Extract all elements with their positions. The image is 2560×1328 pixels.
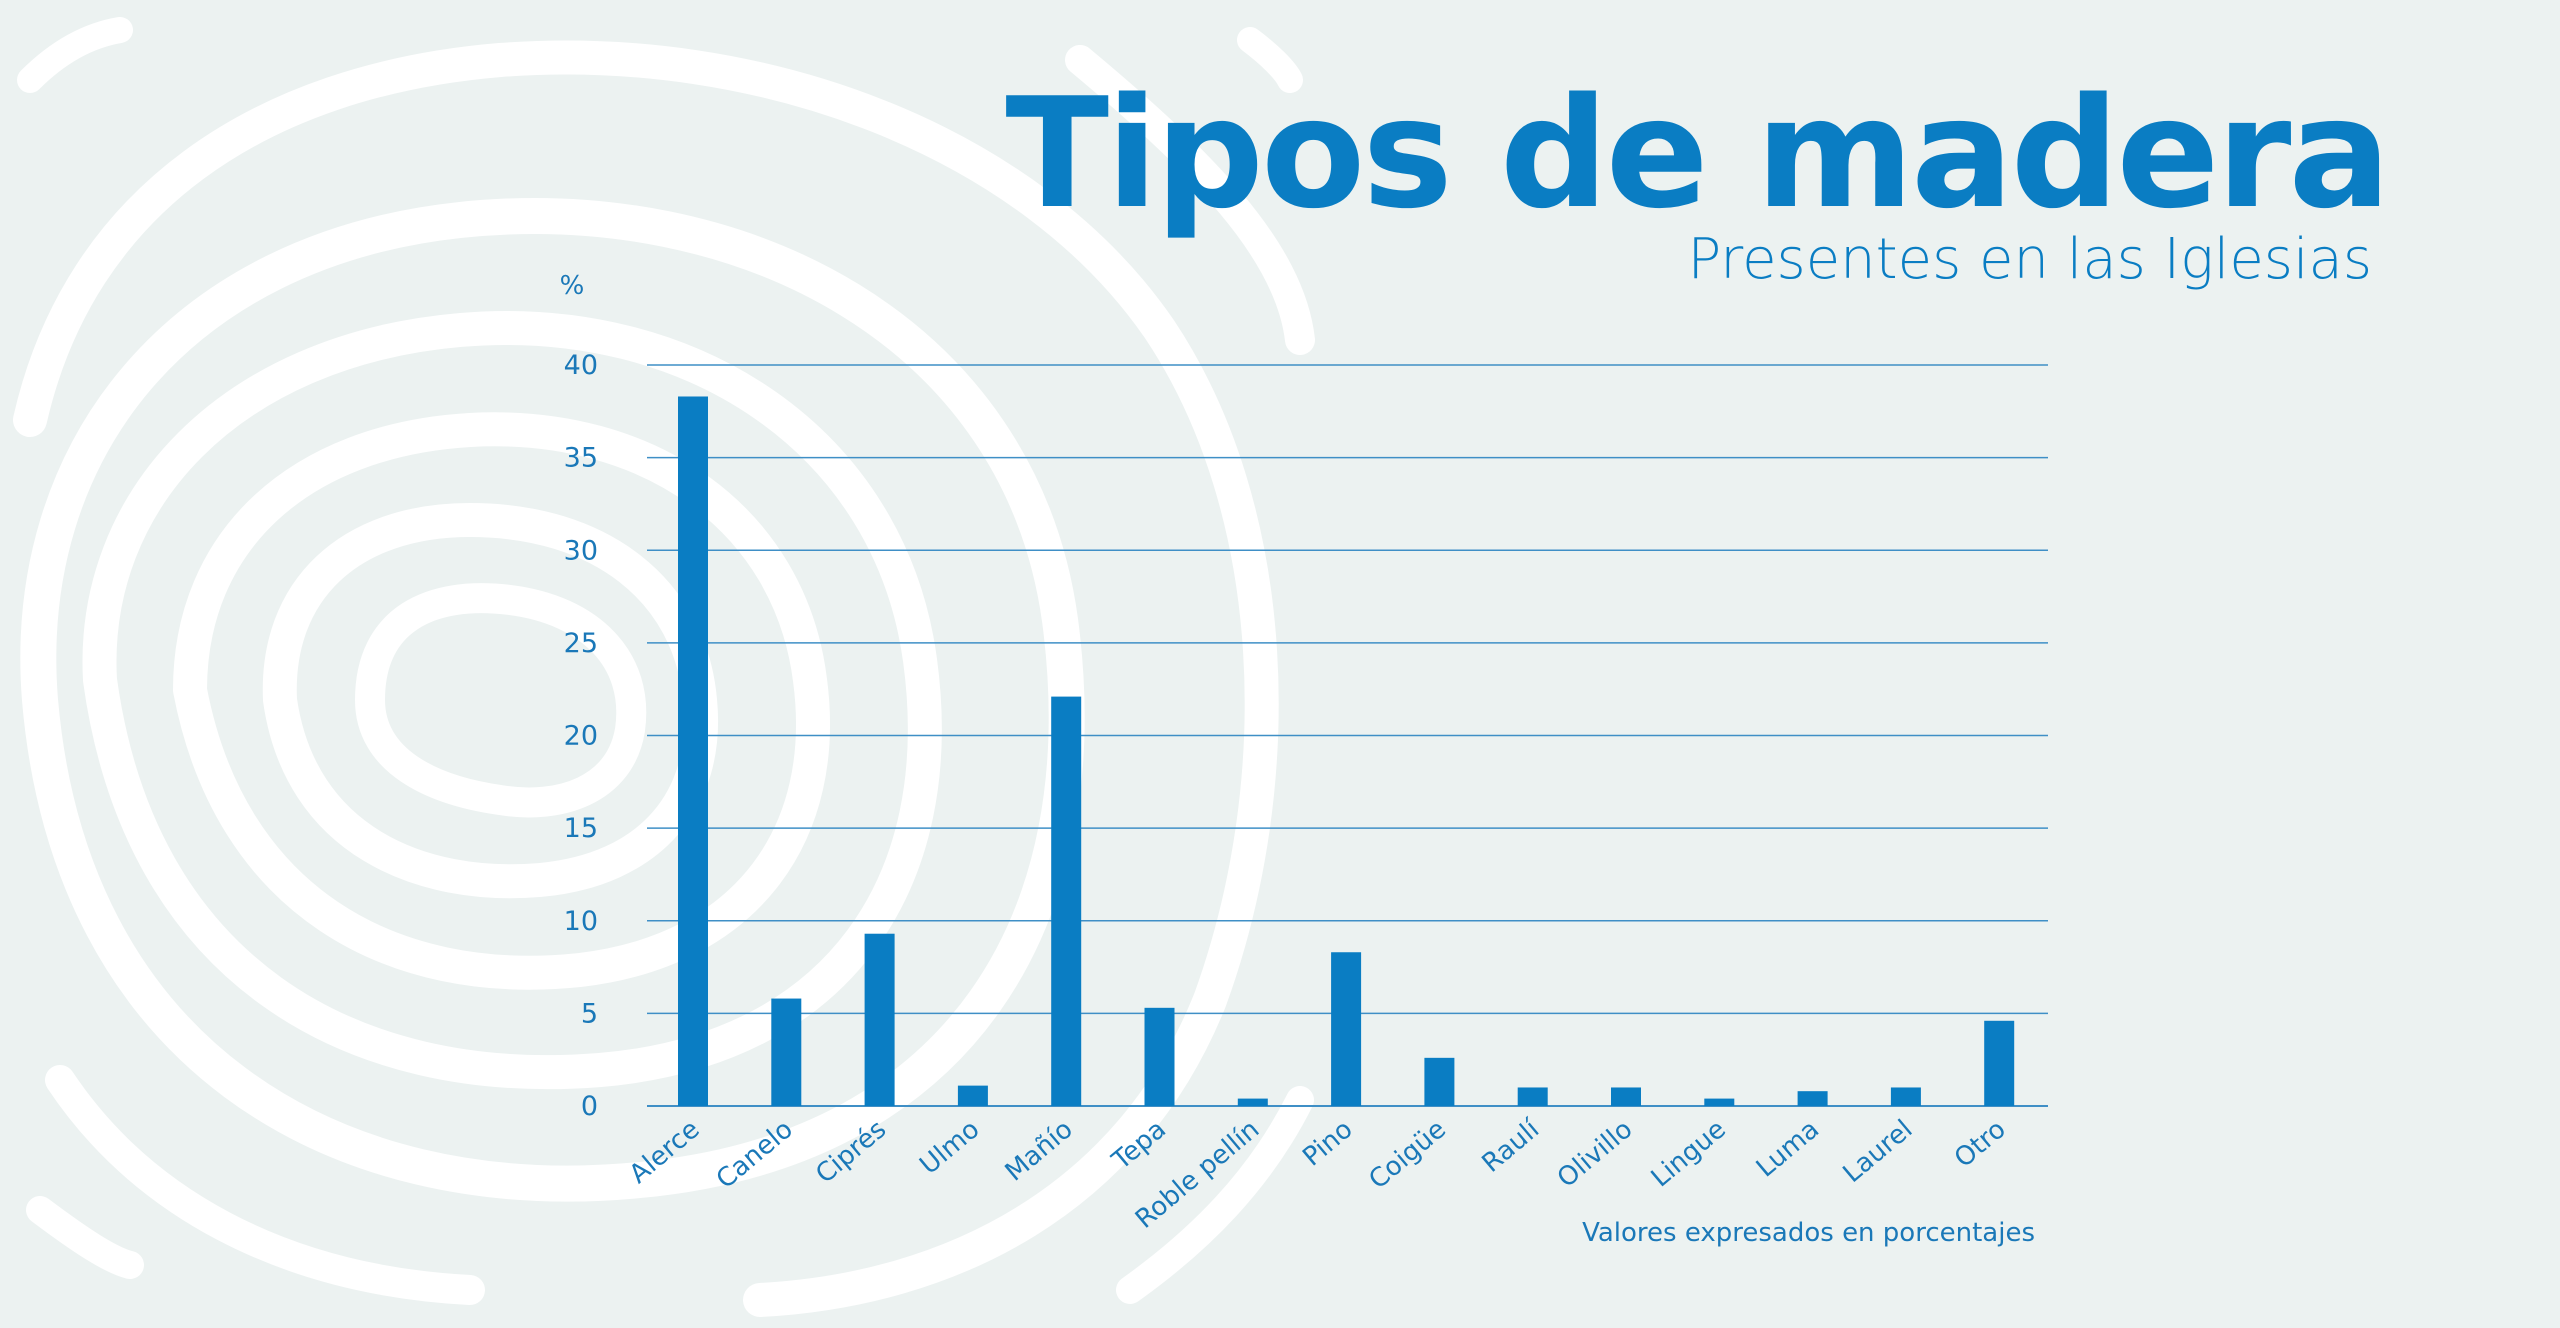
bar-ciprés	[864, 933, 895, 1106]
y-axis-unit-label: %	[560, 271, 585, 301]
x-tick-label: Luma	[1751, 1114, 1825, 1183]
y-tick-label: 10	[564, 906, 598, 937]
x-tick-label: Ulmo	[914, 1114, 985, 1180]
page-title: Tipos de madera	[1005, 65, 2391, 242]
x-tick-label: Coigüe	[1363, 1114, 1451, 1195]
y-tick-label: 40	[564, 350, 598, 381]
bar-canelo	[771, 998, 802, 1106]
bar-mañío	[1051, 696, 1082, 1106]
bar-alerce	[678, 396, 708, 1106]
x-tick-label: Mañío	[1000, 1114, 1079, 1187]
bar-luma	[1797, 1091, 1828, 1106]
x-tick-label: Raulí	[1477, 1114, 1546, 1179]
y-tick-label: 5	[581, 998, 598, 1029]
y-tick-label: 20	[564, 721, 598, 752]
page-subtitle: Presentes en las Iglesias	[1687, 227, 2373, 292]
y-axis-ticks: 0 5 10 15 20 25 30 35 40	[564, 350, 598, 1122]
x-tick-label: Olivillo	[1552, 1114, 1639, 1193]
bar-roble-pellín	[1237, 1098, 1268, 1106]
bar-lingue	[1704, 1098, 1735, 1106]
bar-tepa	[1144, 1007, 1175, 1106]
bar-ulmo	[957, 1085, 988, 1106]
bar-laurel	[1890, 1087, 1921, 1106]
x-tick-label: Ciprés	[810, 1114, 892, 1189]
x-tick-label: Tepa	[1106, 1114, 1172, 1176]
bars	[678, 396, 2015, 1106]
x-tick-label: Laurel	[1838, 1114, 1919, 1189]
bar-coigüe	[1424, 1057, 1455, 1106]
y-tick-label: 35	[564, 443, 598, 474]
y-tick-label: 25	[564, 628, 598, 659]
x-tick-label: Lingue	[1646, 1114, 1732, 1193]
x-tick-label: Alerce	[624, 1114, 706, 1189]
x-tick-label: Pino	[1297, 1114, 1358, 1172]
x-tick-label: Canelo	[711, 1114, 799, 1195]
bar-pino	[1331, 952, 1362, 1106]
footnote: Valores expresados en porcentajes	[1582, 1218, 2035, 1248]
y-tick-label: 0	[581, 1091, 598, 1122]
x-tick-label: Otro	[1949, 1114, 2012, 1173]
bar-raulí	[1517, 1087, 1548, 1106]
y-tick-label: 15	[564, 813, 598, 844]
y-tick-label: 30	[564, 535, 598, 566]
bar-otro	[1984, 1020, 2015, 1106]
bar-olivillo	[1611, 1087, 1641, 1106]
